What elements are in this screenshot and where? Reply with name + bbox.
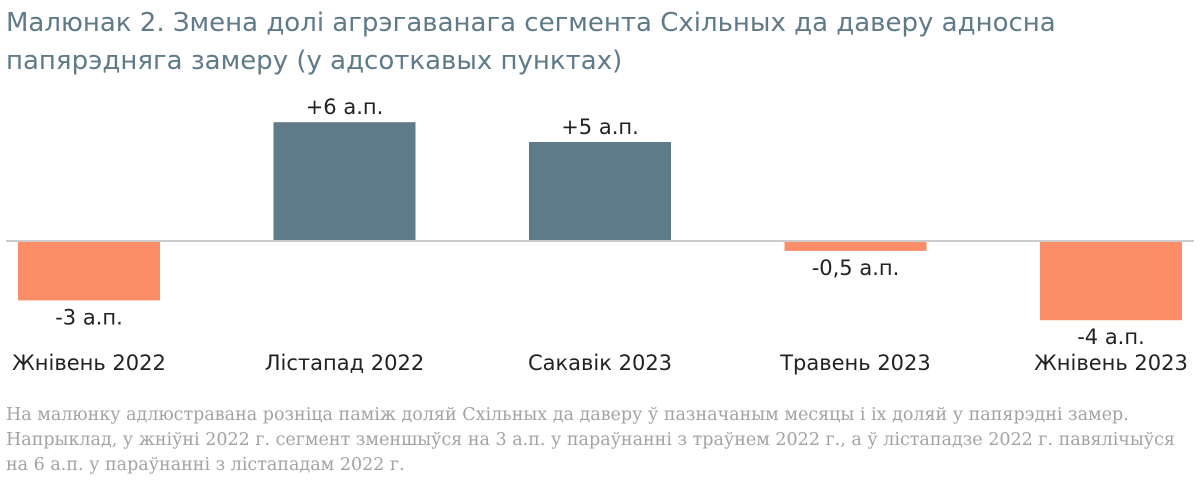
bar-2 bbox=[273, 122, 416, 241]
value-label-2: +6 а.п. bbox=[306, 95, 384, 119]
bar-4 bbox=[784, 241, 927, 251]
value-label-4: -0,5 а.п. bbox=[812, 256, 900, 280]
chart-footnote: На малюнку адлюстравана розніца паміж до… bbox=[6, 405, 1175, 475]
chart-title: Малюнак 2. Змена долі агрэгаванага сегме… bbox=[6, 8, 1056, 76]
value-label-5: -4 а.п. bbox=[1077, 325, 1145, 349]
category-label-5: Жнівень 2023 bbox=[1034, 351, 1188, 375]
category-label-1: Жнівень 2022 bbox=[12, 351, 166, 375]
category-label-3: Сакавік 2023 bbox=[528, 351, 672, 375]
bar-1 bbox=[18, 241, 160, 301]
value-label-3: +5 а.п. bbox=[561, 115, 639, 139]
category-labels-group: Жнівень 2022 Лістапад 2022 Сакавік 2023 Тра… bbox=[12, 351, 1188, 375]
value-labels-group: -3 а.п. +6 а.п. +5 а.п. -0,5 а.п. -4 а.п. bbox=[55, 95, 1145, 349]
bars-group bbox=[18, 122, 1182, 321]
bar-chart: -3 а.п. +6 а.п. +5 а.п. -0,5 а.п. -4 а.п. Жн… bbox=[6, 95, 1194, 375]
bar-3 bbox=[529, 142, 671, 241]
category-label-2: Лістапад 2022 bbox=[265, 351, 425, 375]
bar-5 bbox=[1040, 241, 1182, 321]
category-label-4: Травень 2023 bbox=[779, 351, 931, 375]
value-label-1: -3 а.п. bbox=[55, 305, 123, 329]
